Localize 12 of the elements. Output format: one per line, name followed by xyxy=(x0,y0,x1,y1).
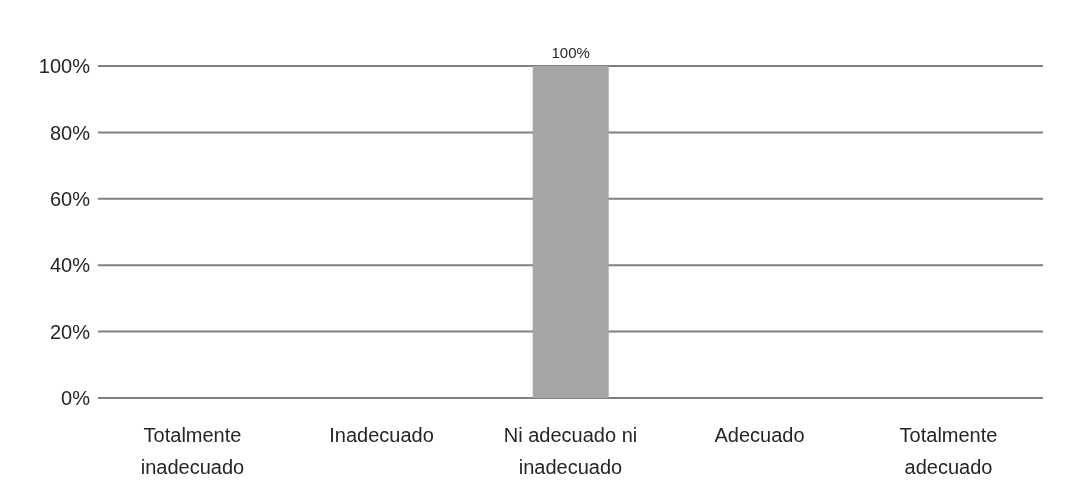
y-tick-label: 0% xyxy=(61,387,91,410)
y-tick-label: 100% xyxy=(38,55,91,78)
x-tick-label: Adecuado xyxy=(714,424,805,446)
y-tick-label: 40% xyxy=(49,254,91,277)
x-tick-label: Totalmente inadecuado xyxy=(140,424,245,478)
y-tick-label: 80% xyxy=(49,121,91,144)
y-tick-label: 20% xyxy=(49,320,91,343)
x-tick-label: Totalmente adecuado xyxy=(899,424,998,478)
y-tick-label: 60% xyxy=(49,187,91,210)
x-tick-label: Ni adecuado ni inadecuado xyxy=(503,424,638,478)
x-tick-label: Inadecuado xyxy=(329,424,434,446)
data-label: 100% xyxy=(551,44,590,61)
